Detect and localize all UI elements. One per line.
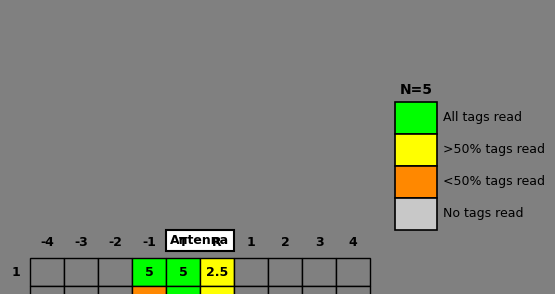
Text: T: T [179, 236, 188, 249]
Text: -1: -1 [142, 236, 156, 249]
Bar [132, 286, 166, 294]
Bar [98, 258, 132, 286]
Text: 5: 5 [179, 265, 188, 278]
Bar [268, 258, 302, 286]
Bar [302, 258, 336, 286]
Bar [98, 286, 132, 294]
Bar [395, 134, 437, 166]
Text: >50% tags read: >50% tags read [443, 143, 545, 156]
Text: Antenna: Antenna [170, 234, 230, 247]
Bar [234, 258, 268, 286]
Bar [166, 258, 200, 286]
Bar [302, 286, 336, 294]
Text: 5: 5 [145, 265, 153, 278]
Bar [268, 286, 302, 294]
Text: 1: 1 [11, 265, 20, 278]
Bar [395, 102, 437, 134]
Text: 2: 2 [281, 236, 289, 249]
Bar [395, 198, 437, 230]
Text: 2: 2 [11, 293, 20, 294]
Text: N=5: N=5 [400, 83, 433, 97]
Text: 5: 5 [179, 293, 188, 294]
Bar [132, 258, 166, 286]
Text: 1: 1 [145, 293, 153, 294]
Bar [166, 230, 234, 251]
Bar [166, 286, 200, 294]
Bar [30, 258, 64, 286]
Text: R: R [212, 236, 222, 249]
Text: -2: -2 [108, 236, 122, 249]
Text: 1: 1 [246, 236, 255, 249]
Text: 4: 4 [349, 236, 357, 249]
Text: 2.5: 2.5 [206, 265, 228, 278]
Bar [336, 286, 370, 294]
Bar [30, 286, 64, 294]
Bar [336, 258, 370, 286]
Bar [395, 166, 437, 198]
Text: -3: -3 [74, 236, 88, 249]
Bar [64, 258, 98, 286]
Bar [200, 258, 234, 286]
Text: 2.5: 2.5 [206, 293, 228, 294]
Bar [234, 286, 268, 294]
Text: -4: -4 [40, 236, 54, 249]
Bar [64, 286, 98, 294]
Text: 3: 3 [315, 236, 324, 249]
Text: <50% tags read: <50% tags read [443, 176, 545, 188]
Text: No tags read: No tags read [443, 208, 523, 220]
Text: All tags read: All tags read [443, 111, 522, 124]
Bar [200, 286, 234, 294]
